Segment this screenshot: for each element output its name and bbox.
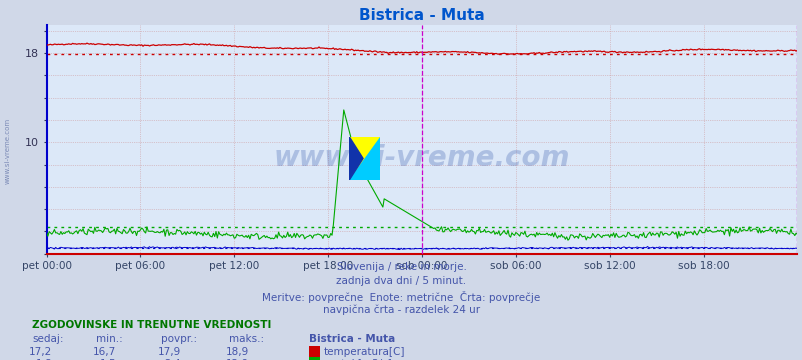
Polygon shape	[349, 137, 363, 180]
Polygon shape	[349, 137, 379, 180]
Text: 17,2: 17,2	[29, 347, 52, 357]
Polygon shape	[349, 137, 379, 180]
Text: Meritve: povprečne  Enote: metrične  Črta: povprečje: Meritve: povprečne Enote: metrične Črta:…	[262, 291, 540, 302]
Text: Bistrica - Muta: Bistrica - Muta	[309, 334, 395, 344]
Text: www.si-vreme.com: www.si-vreme.com	[5, 118, 11, 184]
Text: www.si-vreme.com: www.si-vreme.com	[273, 144, 569, 172]
Text: povpr.:: povpr.:	[160, 334, 196, 344]
Text: zadnja dva dni / 5 minut.: zadnja dva dni / 5 minut.	[336, 276, 466, 286]
Text: maks.:: maks.:	[229, 334, 264, 344]
Text: 1,5: 1,5	[99, 359, 116, 360]
Text: ZGODOVINSKE IN TRENUTNE VREDNOSTI: ZGODOVINSKE IN TRENUTNE VREDNOSTI	[32, 320, 271, 330]
Text: 2,4: 2,4	[164, 359, 180, 360]
Text: 1,8: 1,8	[35, 359, 52, 360]
Text: 16,7: 16,7	[93, 347, 116, 357]
Text: pretok[m3/s]: pretok[m3/s]	[323, 359, 391, 360]
Title: Bistrica - Muta: Bistrica - Muta	[358, 8, 484, 23]
Text: temperatura[C]: temperatura[C]	[323, 347, 404, 357]
Text: min.:: min.:	[96, 334, 123, 344]
Text: Slovenija / reke in morje.: Slovenija / reke in morje.	[336, 262, 466, 272]
Text: 18,9: 18,9	[225, 347, 249, 357]
Text: 17,9: 17,9	[157, 347, 180, 357]
Text: 12,9: 12,9	[225, 359, 249, 360]
Text: sedaj:: sedaj:	[32, 334, 63, 344]
Text: navpična črta - razdelek 24 ur: navpična črta - razdelek 24 ur	[322, 305, 480, 315]
